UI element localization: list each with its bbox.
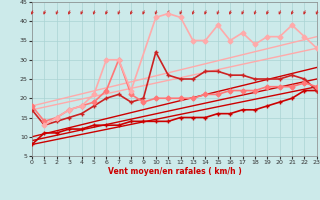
X-axis label: Vent moyen/en rafales ( km/h ): Vent moyen/en rafales ( km/h ) — [108, 167, 241, 176]
